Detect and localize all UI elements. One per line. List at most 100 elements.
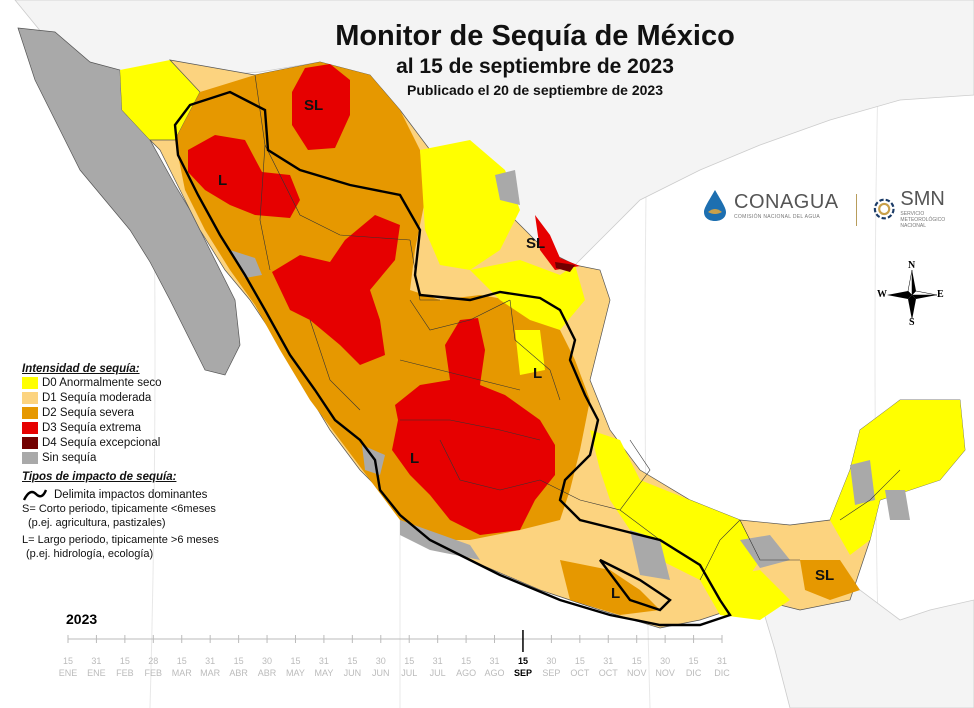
timeline-tick-day: 30: [376, 656, 386, 666]
timeline-tick-month: AGO: [485, 668, 505, 678]
timeline-tick-day: 31: [433, 656, 443, 666]
d3-durango: [272, 215, 400, 365]
map-title: Monitor de Sequía de México: [335, 20, 735, 52]
d0-veracruz: [590, 430, 760, 590]
legend-impact-line-row: Delimita impactos dominantes: [22, 487, 292, 502]
timeline-tick-day: 15: [461, 656, 471, 666]
impact-boundaries: [173, 90, 732, 627]
timeline-tick-day: 15: [234, 656, 244, 666]
legend-impact-line: Delimita impactos dominantes: [54, 488, 208, 501]
d4-tamaulipas: [555, 262, 575, 272]
impact-line-icon: [22, 489, 48, 501]
compass-star-icon: [887, 269, 938, 320]
timeline-tick-month: MAR: [200, 668, 221, 678]
timeline: 15 ENE 31 ENE 15 FEB 28 FEB 15 MAR 31 MAR 15 ABR 30 ABR…: [59, 630, 730, 678]
published-date: Publicado el 20 de septiembre de 2023: [407, 82, 663, 98]
timeline-tick-day: 15: [177, 656, 187, 666]
smn-spiral-icon: [873, 198, 895, 219]
legend-label: D3 Sequía extrema: [42, 421, 142, 434]
legend-label: D0 Anormalmente seco: [42, 376, 162, 389]
none-coahuila: [495, 170, 520, 205]
legend-label: D1 Sequía moderada: [42, 391, 152, 404]
timeline-tick-day: 15: [347, 656, 357, 666]
map-label-sl-yucatan: SL: [815, 567, 834, 584]
compass-e: E: [937, 289, 944, 300]
timeline-tick-month: MAR: [172, 668, 193, 678]
timeline-tick-month: ENE: [87, 668, 106, 678]
d3-central: [392, 318, 555, 535]
conagua-logo: CONAGUA COMISIÓN NACIONAL DEL AGUA: [700, 188, 839, 222]
timeline-tick-month: SEP: [542, 668, 560, 678]
logos: CONAGUA COMISIÓN NACIONAL DEL AGUA SMN S…: [700, 188, 970, 232]
timeline-tick-month: ABR: [258, 668, 277, 678]
timeline-tick-day: 31: [319, 656, 329, 666]
timeline-tick-month: FEB: [116, 668, 134, 678]
legend-impact-l: L= Largo periodo, tipicamente >6 meses: [22, 534, 219, 546]
d0-chiapas: [700, 570, 790, 620]
logo-divider: [856, 194, 857, 226]
conagua-text: CONAGUA: [734, 190, 839, 213]
legend-intensity-title: Intensidad de sequía:: [22, 363, 140, 375]
legend-swatch: [22, 376, 38, 389]
timeline-tick-month: DIC: [714, 668, 730, 678]
timeline-tick-month: JUN: [344, 668, 362, 678]
map-label-l-sonora: L: [218, 172, 227, 189]
map-label-l-slp: L: [533, 365, 542, 382]
timeline-tick-month: OCT: [599, 668, 619, 678]
timeline-tick-day: 28: [148, 656, 158, 666]
legend-impact-title: Tipos de impacto de sequía:: [22, 471, 177, 483]
timeline-tick-day: 30: [546, 656, 556, 666]
timeline-tick-month: OCT: [570, 668, 590, 678]
d2-yucatan: [800, 560, 860, 600]
timeline-year: 2023: [66, 611, 98, 627]
d3-sonora: [188, 135, 300, 218]
timeline-tick-month: FEB: [145, 668, 163, 678]
timeline-tick-day: 15: [404, 656, 414, 666]
water-drop-icon: [704, 190, 726, 221]
timeline-tick-month: AGO: [456, 668, 476, 678]
timeline-tick-day: 15: [290, 656, 300, 666]
timeline-tick-day: 15: [518, 656, 528, 666]
timeline-tick-day: 31: [91, 656, 101, 666]
legend-swatch: [22, 451, 38, 464]
timeline-tick-day: 30: [262, 656, 272, 666]
legend-swatch: [22, 406, 38, 419]
timeline-tick-day: 31: [205, 656, 215, 666]
timeline-tick-day: 15: [575, 656, 585, 666]
timeline-tick-month: MAY: [286, 668, 305, 678]
compass-w: W: [877, 289, 887, 300]
legend-impact-s-example: (p.ej. agricultura, pastizales): [28, 517, 166, 529]
timeline-tick-day: 31: [490, 656, 500, 666]
timeline-tick-month: NOV: [627, 668, 647, 678]
map-label-sl-tamaulipas: SL: [526, 235, 545, 252]
none-oaxaca: [630, 530, 670, 580]
smn-subtext: SERVICIO METEOROLÓGICO NACIONAL: [900, 211, 946, 229]
d3-sl-north: [292, 64, 350, 150]
legend-label: D4 Sequía excepcional: [42, 436, 161, 449]
legend-intensity-list: D0 Anormalmente seco D1 Sequía moderada D2…: [22, 375, 292, 465]
legend-item: D1 Sequía moderada: [22, 390, 292, 405]
timeline-tick-day: 30: [660, 656, 670, 666]
timeline-tick-month: ENE: [59, 668, 78, 678]
legend-item: D3 Sequía extrema: [22, 420, 292, 435]
legend-impact-l-example: (p.ej. hidrología, ecología): [26, 548, 154, 560]
central-america-land: [759, 589, 974, 708]
timeline-tick-month: ABR: [229, 668, 248, 678]
conagua-subtext: COMISIÓN NACIONAL DEL AGUA: [734, 213, 821, 220]
timeline-tick-month: SEP: [514, 668, 532, 678]
timeline-tick-day: 15: [689, 656, 699, 666]
state-borders: [254, 74, 901, 581]
legend-item: D0 Anormalmente seco: [22, 375, 292, 390]
legend: Intensidad de sequía: D0 Anormalmente se…: [22, 363, 292, 561]
none-yucatan-2: [885, 490, 910, 520]
compass-rose: N S W E: [877, 260, 947, 330]
legend-swatch: [22, 421, 38, 434]
timeline-tick-month: DIC: [686, 668, 702, 678]
timeline-tick-month: JUN: [372, 668, 390, 678]
legend-item: D4 Sequía excepcional: [22, 435, 292, 450]
map-label-l-guerrero: L: [611, 585, 620, 602]
timeline-tick-day: 31: [717, 656, 727, 666]
legend-impact-s: S= Corto periodo, tipicamente <6meses: [22, 503, 216, 515]
none-yucatan-1: [850, 460, 875, 505]
